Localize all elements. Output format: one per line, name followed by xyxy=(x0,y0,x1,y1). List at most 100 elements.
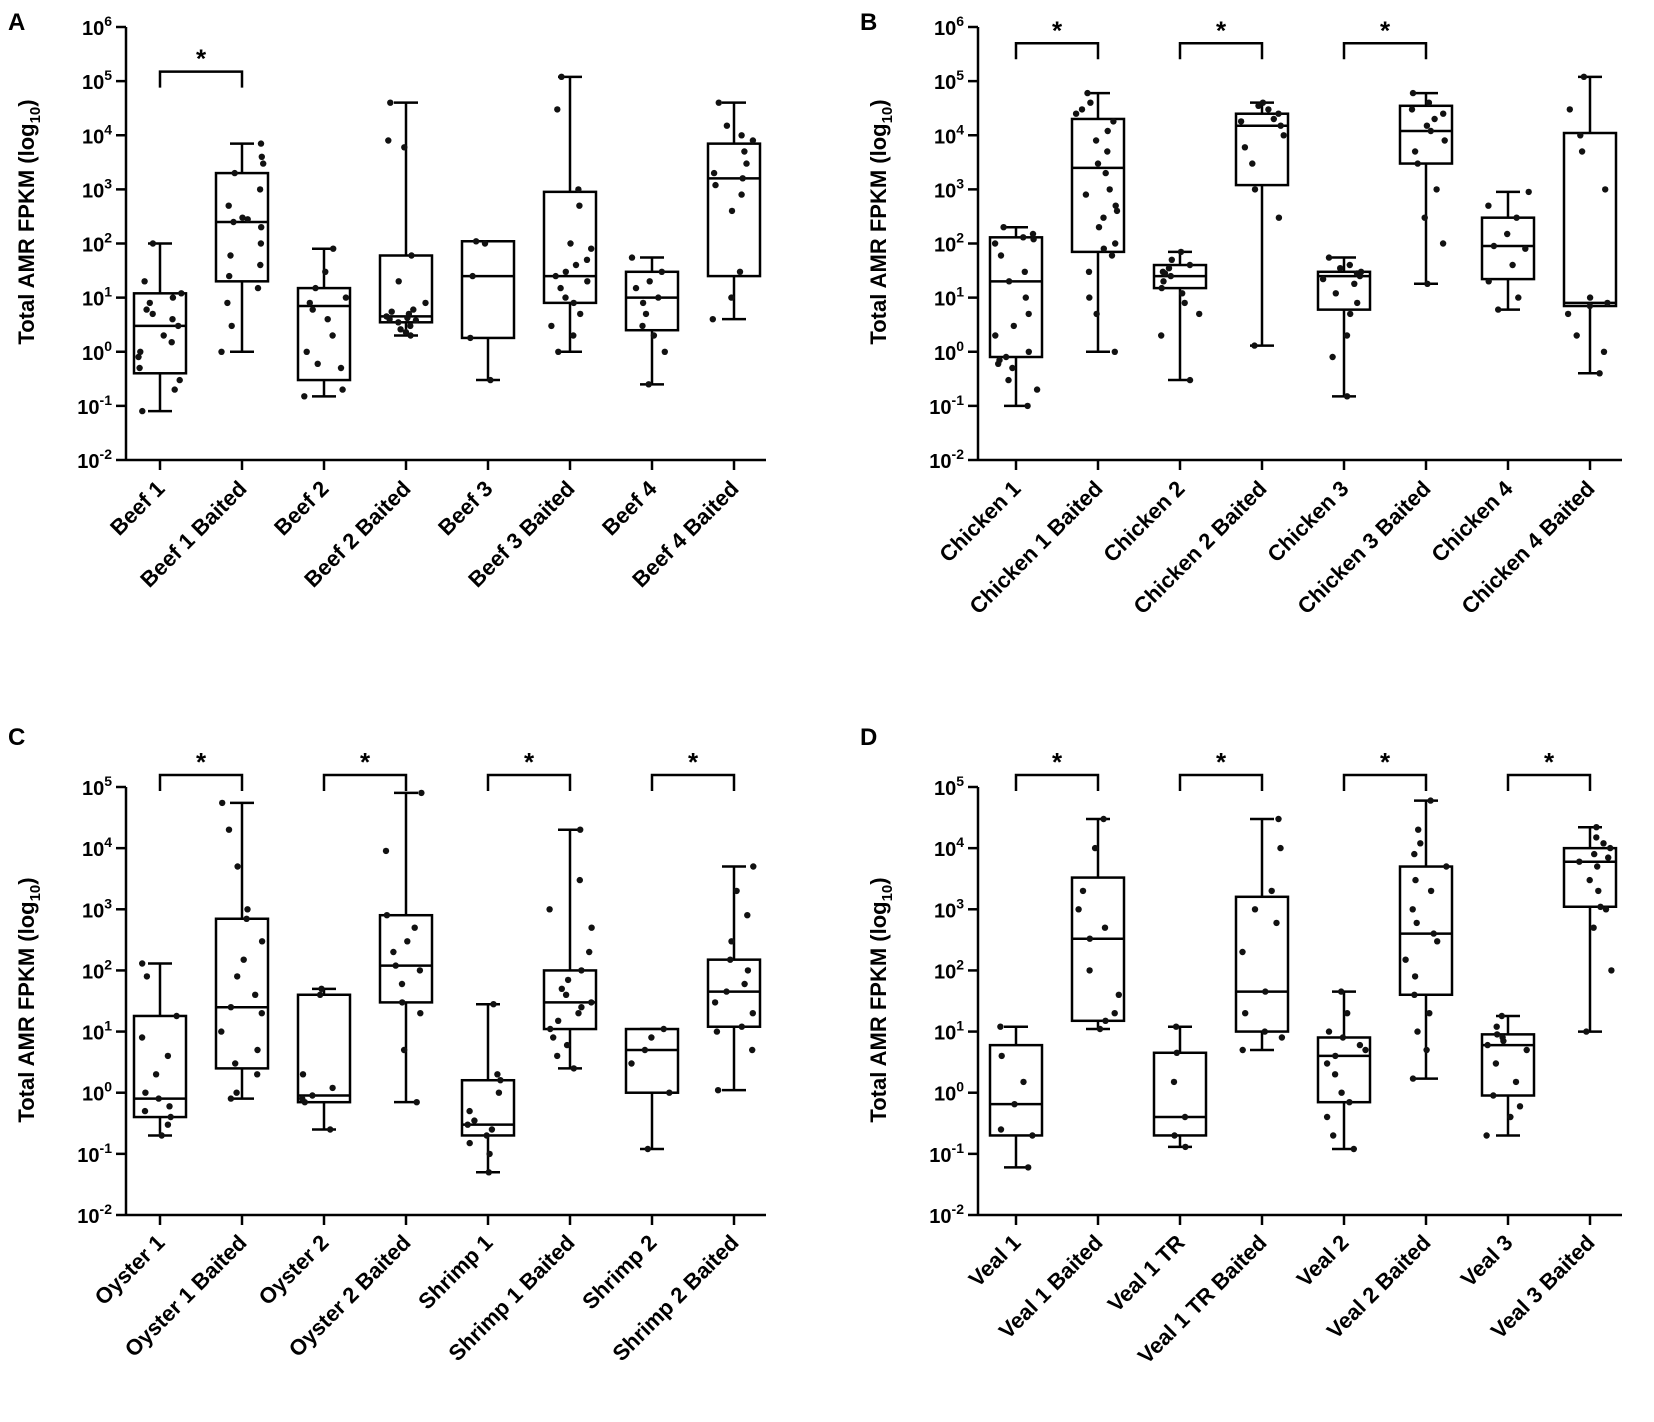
data-point xyxy=(483,1132,490,1139)
data-point xyxy=(728,294,735,301)
data-point xyxy=(1415,826,1422,833)
data-point xyxy=(1576,858,1583,865)
data-point xyxy=(1440,110,1447,117)
data-point xyxy=(239,214,246,221)
data-point xyxy=(628,254,636,261)
data-point xyxy=(1443,863,1450,870)
data-point xyxy=(1173,1049,1181,1057)
data-point xyxy=(1593,824,1600,831)
box-shrimp-2-baited: Shrimp 2 Baited xyxy=(607,863,762,1366)
data-point xyxy=(416,967,424,974)
data-point xyxy=(1323,1060,1331,1067)
data-point xyxy=(488,1126,496,1133)
significance-star: * xyxy=(1216,747,1227,777)
data-point xyxy=(992,332,999,339)
data-point xyxy=(567,240,574,247)
data-point xyxy=(1100,245,1108,252)
data-point xyxy=(152,1071,160,1078)
y-tick-label: 104 xyxy=(934,834,964,861)
data-point xyxy=(390,948,397,956)
data-point xyxy=(1158,332,1165,339)
data-point xyxy=(1093,310,1100,318)
data-point xyxy=(1277,122,1284,129)
data-point xyxy=(1251,342,1258,349)
y-axis-label: Total AMR FPKM (log10) xyxy=(14,877,44,1122)
data-point xyxy=(1499,1034,1506,1041)
data-point xyxy=(715,99,722,106)
data-point xyxy=(329,332,336,339)
data-point xyxy=(1111,348,1119,355)
data-point xyxy=(1181,1113,1189,1121)
data-point xyxy=(1423,1046,1430,1054)
box-beef-4-baited: Beef 4 Baited xyxy=(627,99,762,592)
data-point xyxy=(1493,1031,1501,1038)
data-point xyxy=(233,1089,240,1096)
data-point xyxy=(224,299,231,307)
data-point xyxy=(471,1117,478,1124)
x-tick-label: Beef 3 xyxy=(433,476,497,540)
x-tick-label: Veal 1 xyxy=(964,1230,1026,1292)
data-point xyxy=(1409,1075,1417,1082)
box-iqr xyxy=(542,190,598,305)
data-point xyxy=(1431,115,1438,123)
bracket-line xyxy=(1342,773,1428,791)
data-point xyxy=(1094,160,1102,167)
data-point xyxy=(301,393,308,400)
box-chicken-2-baited: Chicken 2 Baited xyxy=(1129,99,1290,619)
data-point xyxy=(1426,1010,1433,1017)
data-point xyxy=(467,334,474,342)
x-tick-label: Beef 4 xyxy=(597,475,662,540)
data-point xyxy=(645,381,652,388)
data-point xyxy=(227,1095,235,1102)
data-point xyxy=(1275,214,1283,221)
data-point xyxy=(588,999,595,1006)
data-point xyxy=(254,284,262,292)
data-point xyxy=(397,326,404,333)
data-point xyxy=(407,332,414,339)
data-point xyxy=(309,306,316,313)
data-point xyxy=(1022,294,1029,301)
y-tick-label: 10-2 xyxy=(77,446,112,473)
data-point xyxy=(1483,1132,1490,1139)
data-point xyxy=(487,376,494,384)
data-point xyxy=(554,1052,561,1060)
data-point xyxy=(1608,967,1615,974)
data-point xyxy=(728,938,735,945)
y-tick-label: 105 xyxy=(934,67,964,94)
data-point xyxy=(1433,186,1440,193)
significance-star: * xyxy=(196,747,207,777)
data-point xyxy=(588,924,595,931)
data-point xyxy=(1106,186,1113,193)
data-point xyxy=(1091,844,1099,852)
data-point xyxy=(1104,127,1111,135)
data-point xyxy=(1078,106,1086,113)
data-point xyxy=(1000,224,1007,231)
data-point xyxy=(555,348,562,355)
data-point xyxy=(666,1089,673,1096)
y-tick-label: 100 xyxy=(934,1079,964,1106)
data-point xyxy=(1411,148,1419,155)
box-shrimp-2: Shrimp 2 xyxy=(577,1025,680,1314)
data-point xyxy=(1586,294,1594,301)
data-point xyxy=(1413,919,1420,927)
data-point xyxy=(997,1023,1004,1030)
data-point xyxy=(388,308,395,315)
bracket-line xyxy=(1506,773,1592,791)
data-point xyxy=(1323,1113,1331,1121)
data-point xyxy=(1020,1078,1027,1086)
data-point xyxy=(1329,353,1336,361)
data-point xyxy=(728,207,736,215)
data-point xyxy=(1181,299,1188,307)
significance-star: * xyxy=(1052,747,1063,777)
data-point xyxy=(324,316,331,323)
data-point xyxy=(146,299,153,307)
data-point xyxy=(1167,272,1175,280)
data-point xyxy=(1484,1041,1491,1049)
box-iqr xyxy=(1398,865,1454,997)
data-point xyxy=(1417,840,1424,847)
data-point xyxy=(138,1034,146,1041)
data-point xyxy=(472,238,480,245)
data-point xyxy=(750,863,757,870)
data-point xyxy=(234,863,241,870)
data-point xyxy=(322,268,329,275)
